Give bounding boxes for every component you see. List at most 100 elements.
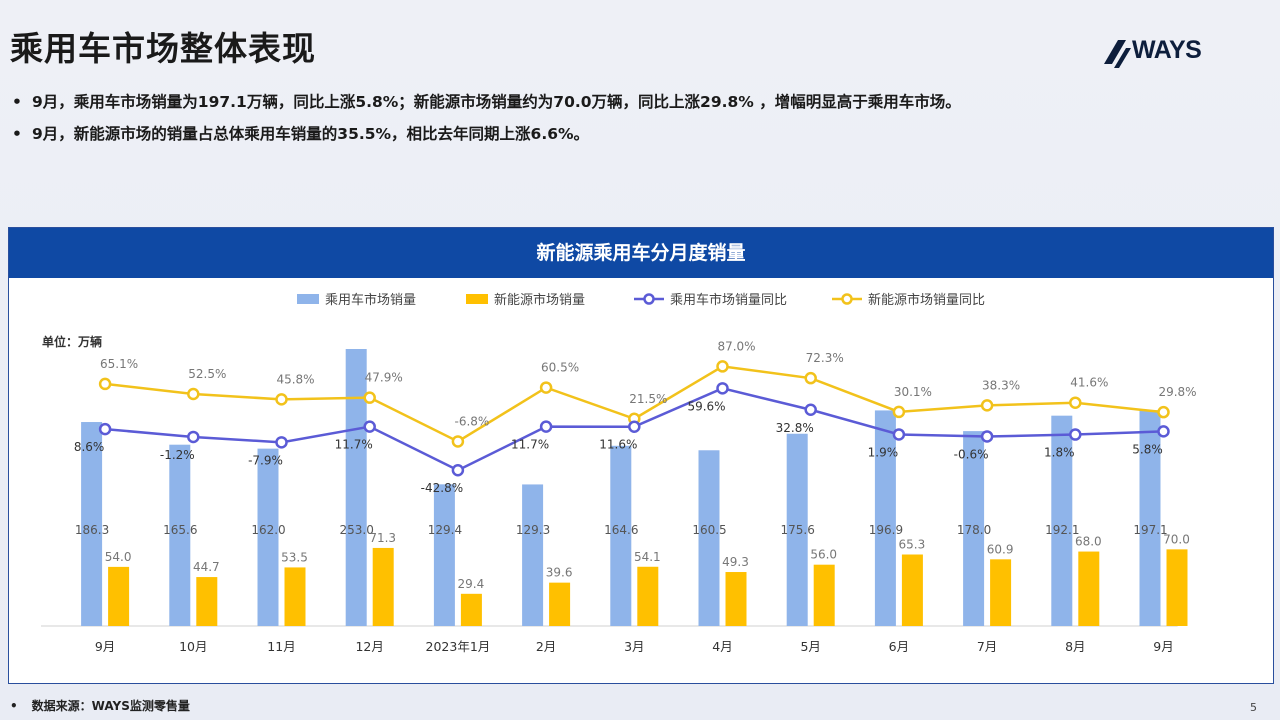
chart-panel: 新能源乘用车分月度销量 单位：万辆 乘用车市场销量 新能源市场销量 乘用车市场销量同比… — [8, 227, 1274, 684]
bar-total — [345, 349, 367, 626]
x-tick-label: 10月 — [179, 639, 207, 654]
sales-chart: 单位：万辆 乘用车市场销量 新能源市场销量 乘用车市场销量同比 新能源市场销量同比 186… — [41, 292, 1197, 654]
nev-yoy-point — [1069, 396, 1082, 409]
bar-nev — [901, 554, 923, 626]
nev-yoy-point — [804, 371, 817, 385]
nev-yoy-label: -6.8% — [454, 414, 489, 428]
total-yoy-point — [892, 428, 906, 441]
bar-total — [257, 448, 279, 626]
nev-yoy-point — [275, 393, 288, 406]
bullet-item: 9月，新能源市场的销量占总体乘用车销量的35.5%，相比去年同期上涨6.6%。 — [10, 122, 961, 154]
logo-text: WAYS — [1132, 36, 1202, 64]
bar-nev-label: 29.4 — [458, 577, 485, 591]
page-number: 5 — [1250, 701, 1257, 714]
bar-total-label: 164.6 — [604, 523, 638, 537]
nev-yoy-point — [716, 360, 729, 373]
bar-total — [1139, 410, 1161, 626]
total-yoy-point — [628, 420, 641, 433]
bar-total — [1051, 415, 1073, 626]
x-tick-label: 6月 — [889, 639, 909, 654]
x-tick-label: 9月 — [1153, 639, 1173, 654]
nev-yoy-label: 65.1% — [100, 357, 138, 371]
bar-nev-label: 54.1 — [634, 550, 661, 564]
bar-total-label: 129.3 — [516, 523, 550, 537]
bar-total — [81, 422, 103, 626]
nev-yoy-label: 47.9% — [365, 371, 403, 385]
bar-nev-label: 39.6 — [546, 566, 573, 580]
x-tick-label: 2月 — [536, 639, 556, 654]
bar-total — [963, 431, 985, 626]
total-yoy-label: 11.6% — [599, 438, 637, 452]
bar-nev — [549, 582, 571, 626]
total-yoy-point — [363, 420, 376, 433]
footer-label: 数据来源：WAYS监测零售量 — [31, 699, 190, 713]
total-yoy-point — [187, 430, 200, 444]
nev-yoy-point — [892, 405, 906, 419]
total-yoy-point — [98, 422, 112, 436]
footer-source: • 数据来源：WAYS监测零售量 — [10, 697, 190, 714]
x-tick-label: 9月 — [95, 639, 115, 654]
nev-yoy-label: 87.0% — [717, 339, 755, 353]
bar-nev-label: 65.3 — [899, 538, 926, 552]
bar-total-label: 196.9 — [869, 523, 903, 537]
total-yoy-label: -1.2% — [160, 448, 195, 462]
nev-yoy-point — [539, 381, 553, 394]
bar-total — [169, 444, 191, 626]
total-yoy-label: -42.8% — [421, 481, 463, 495]
legend-marker — [643, 293, 655, 305]
bar-total-label: 129.4 — [428, 523, 462, 537]
bar-nev — [196, 577, 218, 626]
total-yoy-point — [1069, 428, 1082, 441]
legend-label: 乘用车市场销量同比 — [670, 292, 787, 308]
bar-nev — [813, 564, 835, 626]
bar-nev-label: 60.9 — [987, 542, 1014, 556]
total-yoy-label: 11.7% — [335, 438, 373, 452]
x-tick-label: 3月 — [624, 639, 644, 654]
chart-title: 新能源乘用车分月度销量 — [9, 228, 1273, 278]
nev-yoy-point — [1157, 405, 1170, 419]
bar-nev — [372, 547, 394, 626]
summary-bullets: 9月，乘用车市场销量为197.1万辆，同比上涨5.8%；新能源市场销量约为70.… — [10, 90, 961, 154]
nev-yoy-point — [187, 387, 200, 401]
nev-yoy-label: 30.1% — [894, 385, 932, 399]
bar-nev — [725, 572, 747, 626]
total-yoy-label: 1.8% — [1044, 446, 1075, 460]
bar-total-label: 197.1 — [1133, 523, 1167, 537]
nev-yoy-label: 21.5% — [629, 392, 667, 406]
bullet-item: 9月，乘用车市场销量为197.1万辆，同比上涨5.8%；新能源市场销量约为70.… — [10, 90, 961, 122]
footer-bullet: • — [10, 699, 18, 713]
bar-total — [522, 484, 544, 626]
total-yoy-label: 1.9% — [868, 445, 899, 459]
bar-nev-label: 44.7 — [193, 560, 220, 574]
bar-total — [433, 484, 455, 626]
legend-marker — [841, 293, 853, 305]
bar-nev-label: 56.0 — [810, 548, 837, 562]
bar-total-label: 186.3 — [75, 523, 109, 537]
total-yoy-point — [451, 463, 465, 477]
total-yoy-point — [539, 420, 553, 433]
total-yoy-label: 59.6% — [687, 399, 725, 413]
nev-yoy-point — [980, 399, 994, 412]
bar-nev — [108, 566, 130, 626]
total-yoy-point — [980, 430, 994, 443]
bar-total-label: 175.6 — [781, 523, 815, 537]
nev-yoy-label: 52.5% — [188, 367, 226, 381]
nev-yoy-label: 72.3% — [806, 351, 844, 365]
bar-nev-label: 54.0 — [105, 550, 132, 564]
nev-yoy-point — [451, 435, 465, 448]
total-yoy-label: 32.8% — [776, 421, 814, 435]
nev-yoy-point — [363, 391, 376, 404]
nev-yoy-label: 45.8% — [276, 372, 314, 386]
bar-nev — [637, 566, 659, 626]
bar-nev — [460, 593, 482, 626]
bar-nev-label: 70.0 — [1163, 532, 1190, 546]
bar-total — [698, 450, 720, 626]
nev-yoy-label: 60.5% — [541, 361, 579, 375]
bar-nev — [990, 559, 1012, 626]
x-tick-label: 8月 — [1065, 639, 1085, 654]
bar-total-label: 160.5 — [692, 523, 726, 537]
bar-total — [874, 410, 896, 626]
bar-total-label: 178.0 — [957, 523, 991, 537]
bar-nev-label: 68.0 — [1075, 535, 1102, 549]
legend-label: 新能源市场销量同比 — [868, 292, 985, 308]
